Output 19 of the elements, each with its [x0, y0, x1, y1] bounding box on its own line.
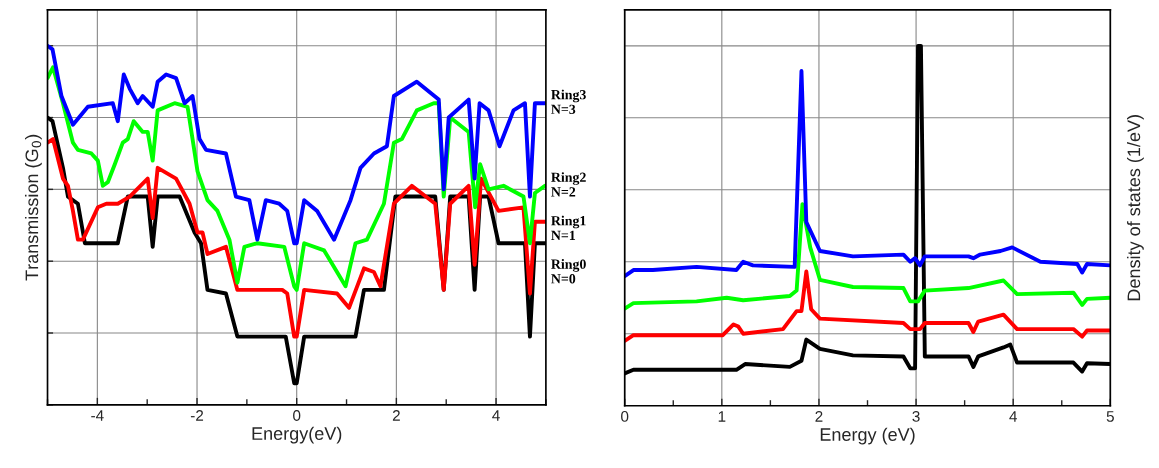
x-tick-label: -4	[91, 410, 104, 421]
series-label: Ring0 N=0	[551, 259, 586, 284]
x-tick-label: 5	[1106, 411, 1114, 422]
series-label: Ring2 N=2	[551, 172, 586, 197]
y-axis-title: Transmission (G$_{0}$)	[24, 134, 42, 281]
series-label: Ring3 N=3	[551, 89, 586, 114]
x-tick-label: 0	[293, 410, 301, 421]
x-tick-label: 2	[392, 410, 400, 421]
x-tick-label: 0	[621, 411, 629, 422]
x-tick-label: 1	[718, 411, 726, 422]
series-label: Ring1 N=1	[551, 215, 586, 240]
y-axis-title: Density of states (1/eV)	[1126, 115, 1144, 301]
x-tick-label: 2	[815, 411, 823, 422]
x-tick-label: 4	[1009, 411, 1017, 422]
x-tick-label: -2	[190, 410, 204, 421]
x-tick-label: 4	[492, 410, 500, 421]
x-tick-label: 3	[912, 411, 920, 422]
x-axis-title: Energy (eV)	[820, 427, 915, 445]
x-axis-title: Energy(eV)	[252, 426, 342, 444]
